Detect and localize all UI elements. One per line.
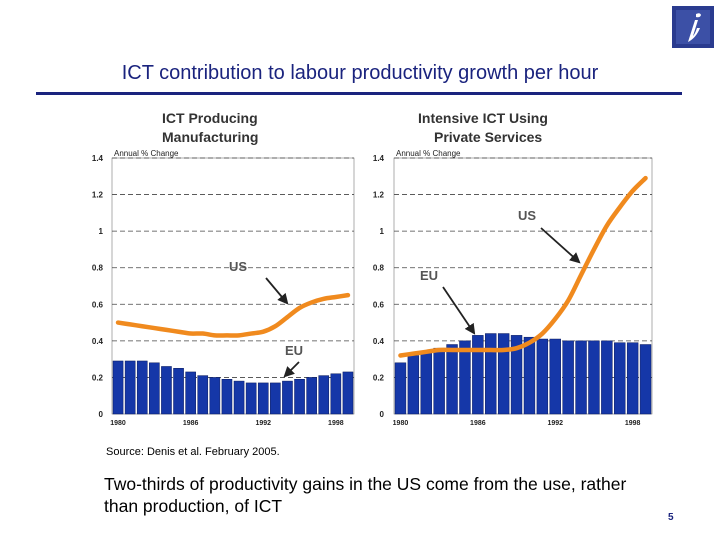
chart-left-title-line1: ICT Producing — [162, 110, 258, 126]
bar-1989 — [221, 379, 233, 415]
bar-1986 — [472, 335, 484, 415]
y-tick-label: 0.6 — [373, 300, 385, 309]
source-note: Source: Denis et al. February 2005. — [106, 446, 280, 458]
y-tick-label: 1.4 — [373, 154, 385, 163]
page-number: 5 — [668, 512, 674, 523]
chart-right-arrow-eu — [442, 286, 476, 335]
chart-right-annotation-us: US — [518, 208, 536, 223]
chart-right-plot-border — [393, 157, 653, 415]
bar-1991 — [245, 382, 257, 415]
x-tick-label: 1992 — [255, 420, 271, 427]
bar-1985 — [459, 340, 471, 415]
chart-right-title-line1: Intensive ICT Using — [418, 110, 548, 126]
x-tick-label: 1992 — [547, 420, 563, 427]
x-tick-label: 1986 — [183, 420, 199, 427]
title-divider — [36, 92, 682, 95]
bar-1988 — [209, 377, 221, 415]
y-tick-label: 1 — [380, 227, 385, 236]
y-tick-label: 0.4 — [92, 337, 104, 346]
x-tick-label: 1998 — [328, 420, 344, 427]
bar-1987 — [197, 375, 209, 415]
bar-1984 — [161, 366, 172, 415]
bar-1982 — [420, 351, 432, 415]
chart-left-bars — [112, 360, 354, 415]
chart-right-y-ticks: 0 0.2 0.4 0.6 0.8 1 1.2 1.4 — [373, 154, 385, 419]
bar-1984 — [446, 344, 458, 415]
chart-left-annotation-us: US — [229, 259, 247, 274]
charts-area: ICT Producing Manufacturing Annual % Cha… — [92, 110, 653, 427]
chart-left-ylabel: Annual % Change — [114, 149, 179, 158]
bar-1988 — [497, 333, 510, 415]
bar-1997 — [614, 342, 626, 415]
bar-1992 — [549, 338, 561, 415]
x-tick-label: 1998 — [625, 420, 641, 427]
bar-1983 — [433, 347, 445, 415]
chart-right: Intensive ICT Using Private Services Ann… — [373, 110, 653, 427]
bar-1990 — [523, 336, 536, 415]
bar-1999 — [639, 344, 652, 415]
bar-1990 — [233, 380, 245, 415]
chart-left-title-line2: Manufacturing — [162, 129, 258, 145]
chart-left: ICT Producing Manufacturing Annual % Cha… — [92, 110, 355, 427]
x-tick-label: 1980 — [393, 420, 409, 427]
y-tick-label: 0.2 — [92, 373, 104, 382]
chart-left-arrow-eu — [283, 361, 300, 378]
y-tick-label: 1.2 — [92, 191, 104, 200]
bar-1992 — [257, 382, 269, 415]
bar-1986 — [185, 371, 196, 415]
chart-right-title-line2: Private Services — [434, 129, 542, 145]
takeaway-text: Two-thirds of productivity gains in the … — [104, 474, 627, 516]
chart-right-x-ticks: 1980 1986 1992 1998 — [393, 420, 641, 427]
bar-1999 — [342, 371, 354, 415]
i-logo-icon — [670, 4, 716, 50]
bar-1989 — [510, 335, 523, 415]
bar-1993 — [270, 382, 281, 415]
chart-right-annotation-eu: EU — [420, 268, 438, 283]
chart-left-annotation-eu: EU — [285, 343, 303, 358]
bar-1994 — [575, 340, 587, 415]
bar-1998 — [330, 373, 342, 415]
bar-1985 — [173, 368, 184, 415]
bar-1996 — [306, 377, 317, 415]
bar-1996 — [601, 340, 613, 415]
y-tick-label: 0.8 — [373, 264, 385, 273]
chart-right-ylabel: Annual % Change — [396, 149, 461, 158]
bar-1982 — [136, 360, 148, 415]
x-tick-label: 1986 — [470, 420, 486, 427]
bar-1981 — [407, 355, 420, 415]
y-tick-label: 1 — [99, 227, 104, 236]
chart-left-x-ticks: 1980 1986 1992 1998 — [110, 420, 343, 427]
x-tick-label: 1980 — [110, 420, 126, 427]
chart-left-arrow-us — [265, 277, 289, 305]
chart-left-plot-border — [111, 157, 355, 415]
bar-1983 — [149, 362, 160, 415]
bar-1995 — [588, 340, 600, 415]
bar-1997 — [318, 375, 330, 415]
chart-right-us-line — [398, 175, 648, 358]
chart-right-arrow-us — [540, 227, 581, 264]
chart-left-y-ticks: 0 0.2 0.4 0.6 0.8 1 1.2 1.4 — [92, 154, 104, 419]
y-tick-label: 0.2 — [373, 373, 385, 382]
bar-1998 — [626, 342, 639, 415]
bar-1987 — [485, 333, 497, 415]
bar-1980 — [112, 360, 124, 415]
y-tick-label: 0 — [99, 410, 104, 419]
bar-1994 — [282, 380, 293, 415]
bar-1980 — [394, 362, 407, 415]
slide-title: ICT contribution to labour productivity … — [121, 62, 599, 84]
bar-1981 — [124, 360, 136, 415]
bar-1991 — [536, 338, 549, 415]
y-tick-label: 1.2 — [373, 191, 385, 200]
chart-right-bars — [394, 333, 652, 415]
y-tick-label: 0.8 — [92, 264, 104, 273]
y-tick-label: 0 — [380, 410, 385, 419]
y-tick-label: 0.6 — [92, 300, 104, 309]
chart-left-us-line — [115, 292, 351, 338]
y-tick-label: 0.4 — [373, 337, 385, 346]
bar-1993 — [562, 340, 574, 415]
bar-1995 — [294, 379, 305, 415]
y-tick-label: 1.4 — [92, 154, 104, 163]
